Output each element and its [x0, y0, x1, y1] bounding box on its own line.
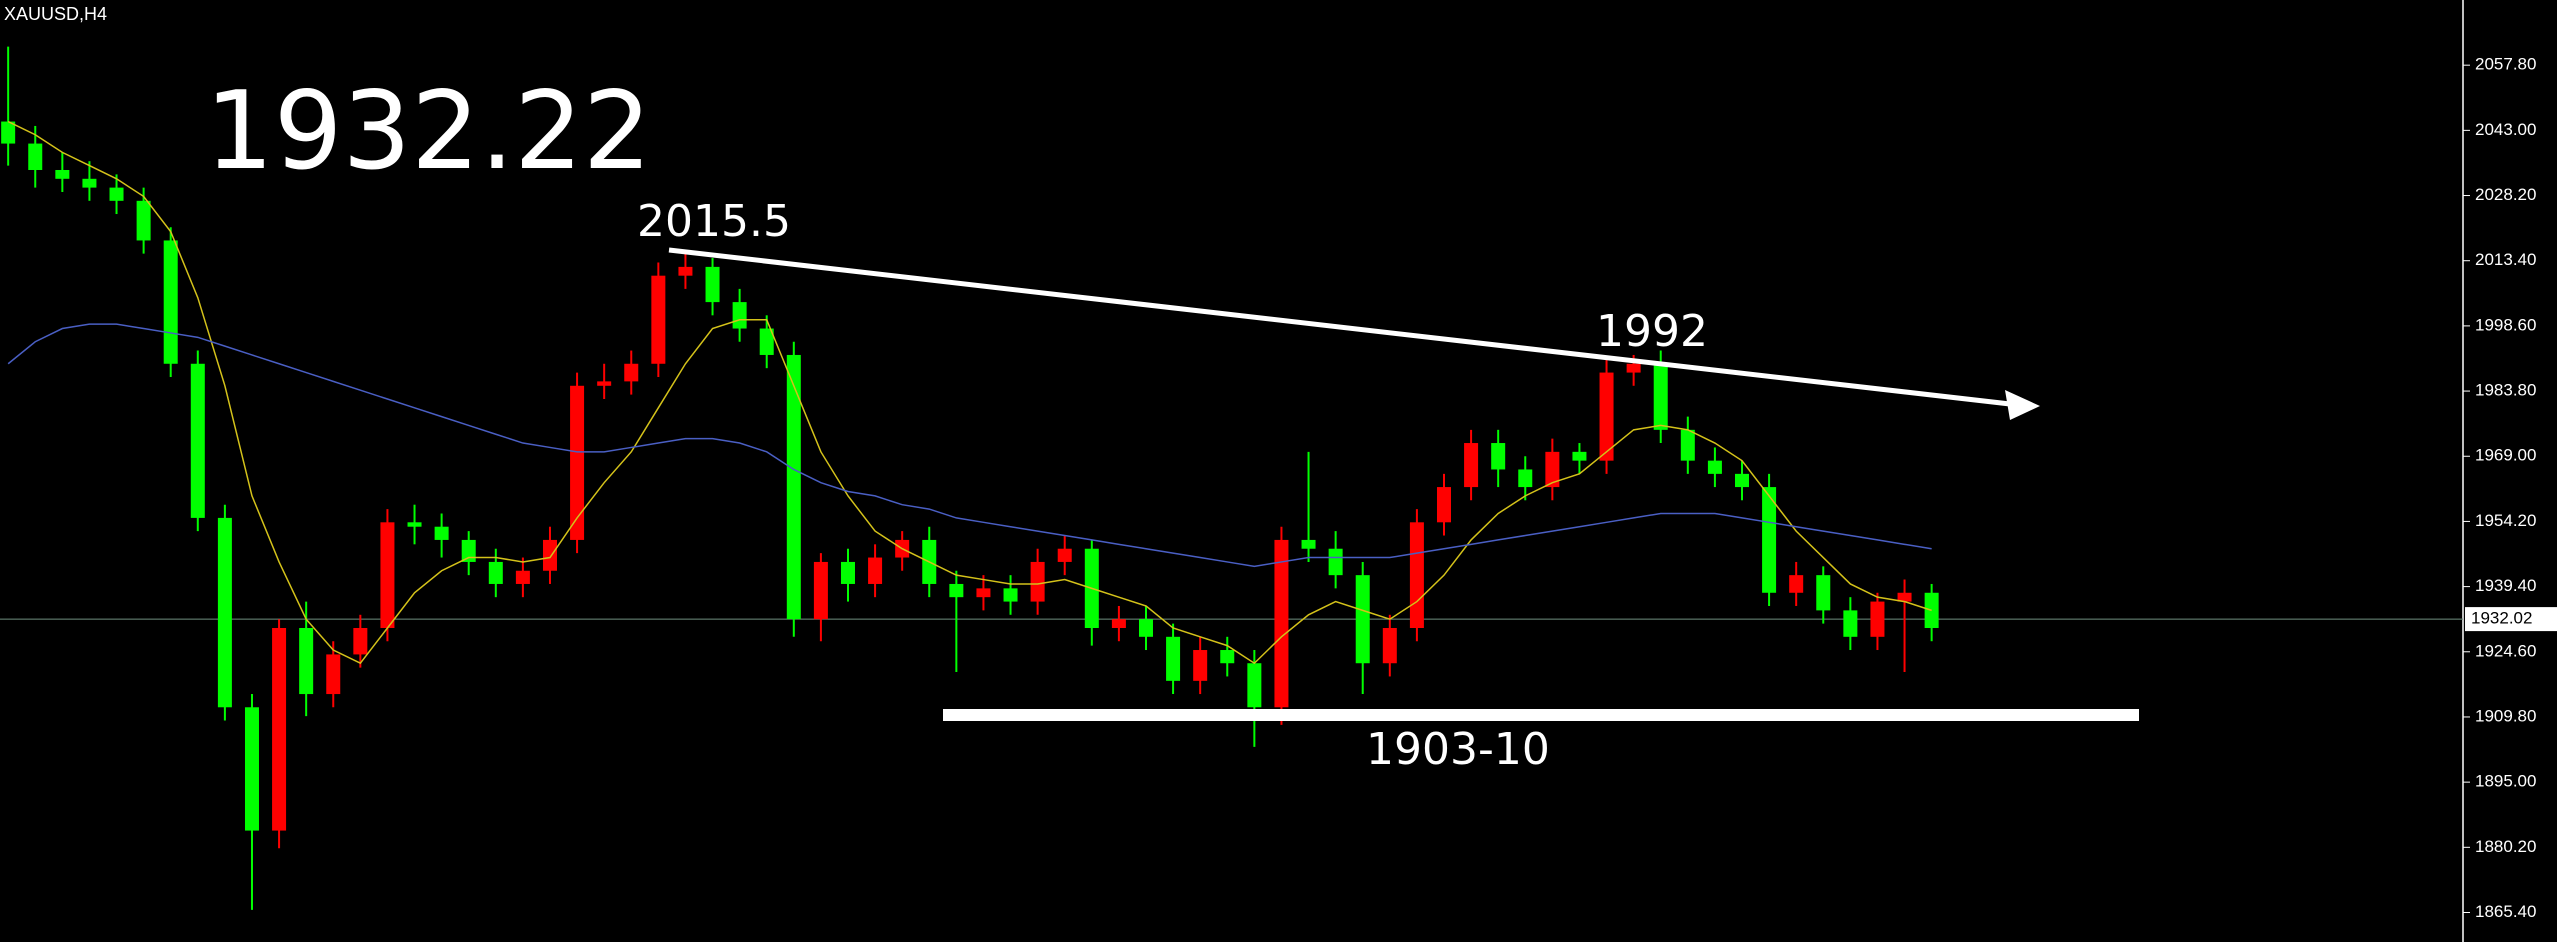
arrow-head	[2005, 390, 2040, 420]
candle-body	[949, 583, 964, 598]
candle-body	[1030, 561, 1045, 602]
candle-body	[515, 570, 530, 584]
candle-body	[488, 561, 503, 584]
candle-body	[868, 557, 883, 584]
candle-body	[976, 588, 991, 598]
candle-body	[461, 539, 476, 562]
y-tick-label: 2057.80	[2475, 55, 2536, 74]
candle-body	[1897, 592, 1912, 602]
candle-body	[1193, 650, 1208, 681]
candle-body	[244, 707, 259, 831]
candle-body	[786, 354, 801, 620]
candle-body	[1518, 469, 1533, 488]
y-tick-label: 1895.00	[2475, 772, 2536, 791]
y-tick-label: 2028.20	[2475, 185, 2536, 204]
support-line	[943, 709, 2139, 721]
y-tick-label: 2013.40	[2475, 250, 2536, 269]
last-price-box	[2465, 607, 2557, 632]
candle-body	[82, 178, 97, 188]
high-annotation: 1992	[1596, 306, 1708, 357]
candle-body	[1762, 487, 1777, 593]
candle-body	[1843, 610, 1858, 637]
candle-body	[190, 363, 205, 518]
candle-body	[380, 522, 395, 628]
candle-body	[353, 628, 368, 655]
candle-body	[1355, 575, 1370, 664]
candle-body	[570, 385, 585, 540]
candle-body	[1138, 619, 1153, 637]
moving-average	[7, 120, 1932, 665]
candle-body	[1057, 548, 1072, 562]
candle-body	[1247, 663, 1262, 708]
candle-body	[1166, 636, 1181, 681]
y-tick-label: 1924.60	[2475, 641, 2536, 660]
candle-body	[1409, 522, 1424, 628]
y-tick-label: 1880.20	[2475, 837, 2536, 856]
last-price-label: 1932.02	[2471, 609, 2532, 628]
candle-body	[813, 561, 828, 620]
y-tick-label: 1954.20	[2475, 511, 2536, 530]
y-tick-label: 1909.80	[2475, 706, 2536, 725]
candle-body	[1328, 548, 1343, 576]
candle-body	[705, 266, 720, 303]
y-tick-label: 1969.00	[2475, 446, 2536, 465]
candle-body	[1301, 539, 1316, 549]
candle-body	[28, 143, 43, 170]
y-tick-label: 2043.00	[2475, 120, 2536, 139]
candle-body	[1572, 451, 1587, 461]
candle-body	[1464, 443, 1479, 488]
candle-body	[109, 187, 124, 201]
y-tick-label: 1998.60	[2475, 315, 2536, 334]
candle-body	[1870, 601, 1885, 637]
candle-body	[1626, 363, 1641, 373]
candle-body	[542, 539, 557, 571]
candle-body	[759, 328, 774, 355]
trend-line	[668, 247, 2011, 407]
candle-body	[1220, 650, 1235, 664]
symbol-label: XAUUSD,H4	[4, 4, 107, 24]
candle-body	[840, 561, 855, 584]
candle-body	[1734, 473, 1749, 488]
candle-body	[1003, 588, 1018, 602]
candle-body	[272, 628, 287, 831]
candle-body	[678, 266, 693, 276]
candle-body	[136, 200, 151, 241]
candle-body	[1382, 628, 1397, 664]
candle-body	[299, 628, 314, 695]
candle-body	[732, 302, 747, 329]
price-annotation: 1932.22	[205, 69, 652, 194]
candle-body	[407, 522, 422, 527]
candle-body	[1491, 443, 1506, 470]
candle-body	[1707, 460, 1722, 474]
candle-body	[1789, 575, 1804, 593]
candle-body	[1680, 429, 1695, 461]
candle-body	[163, 240, 178, 364]
y-tick-label: 1865.40	[2475, 902, 2536, 921]
candle-body	[1653, 363, 1668, 430]
candle-body	[1274, 539, 1289, 708]
y-tick-label: 1939.40	[2475, 576, 2536, 595]
candle-body	[1599, 372, 1614, 461]
candle-body	[1545, 451, 1560, 488]
candle-body	[624, 363, 639, 382]
moving-average	[7, 323, 1932, 568]
plot-area	[0, 46, 2463, 910]
candle-body	[55, 169, 70, 179]
candle-body	[326, 654, 341, 695]
candle-body	[597, 381, 612, 386]
candle-body	[1111, 619, 1126, 628]
candle-body	[1, 121, 16, 144]
candle-body	[434, 526, 449, 540]
candle-body	[1436, 487, 1451, 523]
y-tick-label: 1983.80	[2475, 381, 2536, 400]
candle-body	[217, 517, 232, 708]
candle-body	[651, 275, 666, 364]
high-annotation: 2015.5	[637, 196, 791, 247]
candle-body	[1816, 575, 1831, 611]
support-annotation: 1903-10	[1366, 724, 1550, 775]
